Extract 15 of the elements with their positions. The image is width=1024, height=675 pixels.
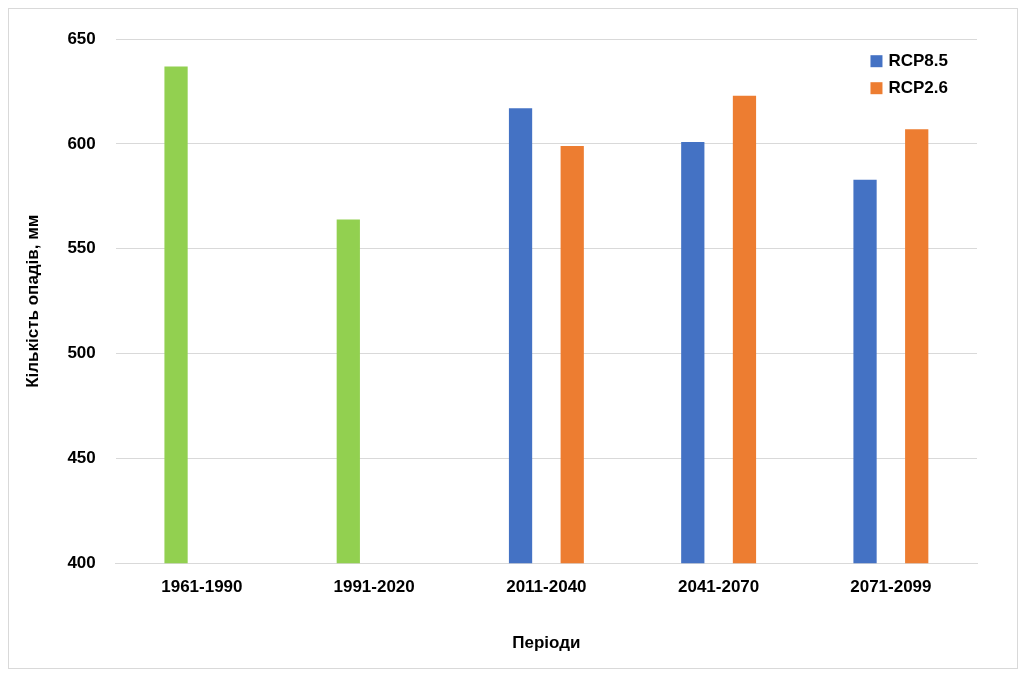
x-tick-label: 2041-2070 <box>677 577 760 597</box>
y-tick-label: 550 <box>67 238 96 258</box>
x-axis-title: Періоди <box>512 633 581 653</box>
x-tick-label: 2011-2040 <box>506 577 587 597</box>
y-tick-label: 600 <box>67 133 96 153</box>
y-tick-label: 400 <box>67 552 96 572</box>
y-axis-title: Кількість опадів, мм <box>22 214 42 388</box>
x-tick-label: 1991-2020 <box>333 577 415 597</box>
legend-label: RCP2.6 <box>888 77 949 97</box>
x-tick-label: 1961-1990 <box>161 577 243 597</box>
y-tick-label: 500 <box>67 343 96 363</box>
y-tick-label: 650 <box>67 28 96 48</box>
y-tick-label: 450 <box>67 448 96 468</box>
legend-label: RCP8.5 <box>888 50 949 70</box>
x-tick-label: 2071-2099 <box>850 577 932 597</box>
